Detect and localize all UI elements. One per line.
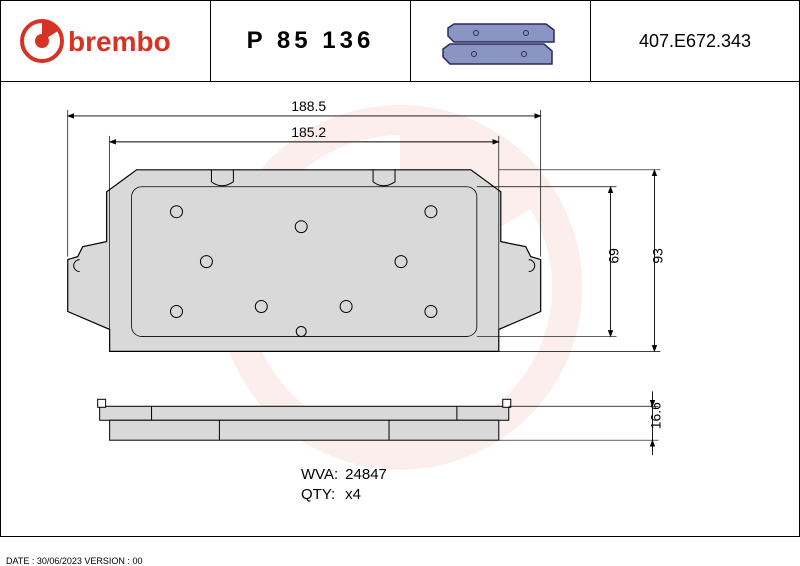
qty-label: QTY: [301,485,341,505]
reference-number: 407.E672.343 [639,31,751,52]
qty-value: x4 [345,486,361,503]
brand-logo-cell: brembo [1,1,211,81]
wva-value: 24847 [345,466,387,483]
part-number: P 85 136 [247,27,375,55]
wva-label: WVA: [301,465,341,485]
date-value: 30/06/2023 [37,556,82,566]
svg-text:188.5: 188.5 [291,98,326,114]
version-label: VERSION : [84,556,130,566]
version-value: 00 [132,556,142,566]
product-icon-cell [411,1,591,81]
svg-text:185.2: 185.2 [291,124,326,140]
footer-meta: DATE : 30/06/2023 VERSION : 00 [6,556,142,566]
brembo-logo: brembo [16,16,196,66]
dim-thickness: 16.6 [499,391,664,455]
info-block: WVA: 24847 QTY: x4 [301,465,387,504]
part-number-cell: P 85 136 [211,1,411,81]
side-view [98,399,511,440]
brake-pad-icon [436,14,566,69]
svg-text:93: 93 [649,248,665,264]
date-label: DATE : [6,556,34,566]
front-view [68,170,541,352]
svg-text:69: 69 [606,248,622,264]
drawing-area: 188.5 185.2 93 69 [0,82,800,537]
reference-cell: 407.E672.343 [591,1,799,81]
svg-text:16.6: 16.6 [647,402,663,429]
header-bar: brembo P 85 136 407.E672.343 [0,0,800,82]
svg-text:brembo: brembo [68,26,171,57]
technical-drawing: 188.5 185.2 93 69 [1,82,799,536]
